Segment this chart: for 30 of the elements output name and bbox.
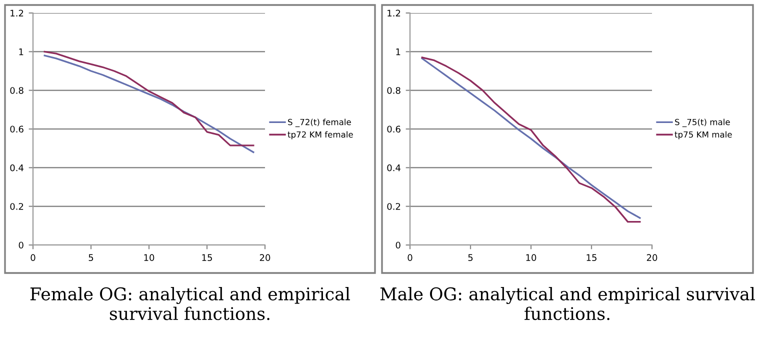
y-tick-label: 0.8 bbox=[387, 87, 400, 94]
y-tick-label: 1.2 bbox=[388, 10, 400, 16]
x-tick-label: 15 bbox=[586, 254, 596, 262]
y-tick-label: 0 bbox=[396, 242, 400, 249]
legend-label: S _72(t) female bbox=[288, 118, 351, 128]
x-tick-label: 0 bbox=[30, 254, 36, 262]
x-tick-label: 10 bbox=[526, 254, 536, 262]
x-tick-label: 0 bbox=[408, 254, 412, 262]
y-tick-label: 0.4 bbox=[10, 164, 24, 172]
y-tick-label: 0 bbox=[18, 242, 24, 249]
y-tick-label: 0.2 bbox=[387, 203, 400, 210]
y-tick-label: 1.2 bbox=[10, 10, 24, 16]
x-tick-label: 20 bbox=[260, 254, 270, 262]
y-tick-label: 1 bbox=[19, 48, 24, 56]
x-tick-label: 10 bbox=[144, 254, 154, 262]
x-tick-label: 20 bbox=[646, 254, 658, 262]
y-tick-label: 1 bbox=[396, 48, 400, 56]
legend-label: S _75(t) male bbox=[675, 118, 730, 128]
legend-label: tp75 KM male bbox=[674, 131, 732, 140]
y-tick-label: 0.6 bbox=[10, 126, 24, 133]
legend-label: tp72 KM female bbox=[288, 131, 353, 140]
x-tick-label: 15 bbox=[202, 254, 212, 262]
text: Female OG: analytical and empirical survival functions. bbox=[30, 287, 350, 320]
x-tick-label: 5 bbox=[88, 254, 94, 262]
y-tick-label: 0.8 bbox=[10, 87, 24, 94]
x-tick-label: 5 bbox=[468, 254, 473, 262]
y-tick-label: 0.6 bbox=[387, 126, 400, 133]
y-tick-label: 0.4 bbox=[387, 164, 400, 172]
y-tick-label: 0.2 bbox=[10, 203, 24, 210]
text: Male OG: analytical and empirical survival functions. bbox=[380, 287, 755, 320]
